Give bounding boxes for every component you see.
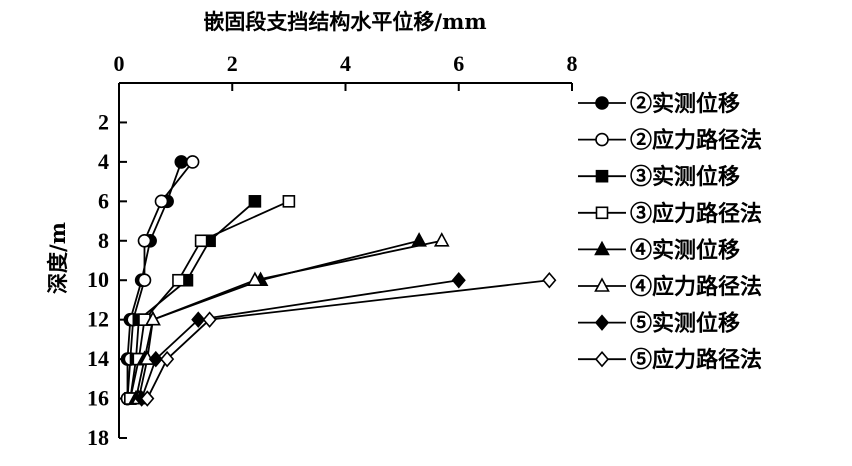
data-point	[594, 277, 610, 292]
data-point	[594, 240, 610, 256]
series-filled-diamond	[134, 271, 466, 407]
y-tick-label: 16	[87, 386, 109, 411]
y-tick-label: 12	[87, 307, 109, 332]
data-point	[154, 194, 169, 209]
y-tick-label: 4	[98, 149, 109, 174]
data-point	[595, 169, 609, 183]
data-point	[595, 206, 609, 220]
data-point	[140, 390, 155, 407]
legend-label: ②应力路径法	[630, 128, 762, 154]
data-point	[185, 155, 200, 169]
series-filled-triangle	[128, 232, 427, 405]
data-point	[595, 132, 609, 147]
data-point	[451, 271, 466, 289]
data-point	[174, 155, 189, 169]
legend-item: ④实测位移	[578, 237, 740, 263]
data-point	[172, 273, 185, 287]
legend-item: ②应力路径法	[578, 128, 762, 154]
y-tick-label: 2	[98, 109, 109, 134]
legend-label: ③实测位移	[630, 164, 740, 190]
data-point	[594, 350, 610, 368]
x-tick-label: 8	[567, 51, 578, 76]
data-point	[148, 350, 163, 368]
legend-item: ③应力路径法	[578, 201, 762, 227]
series-line	[146, 279, 550, 399]
x-axis-title: 嵌固段支挡结构水平位移/mm	[203, 9, 486, 34]
y-tick-label: 14	[87, 346, 109, 371]
y-axis-title: 深度/m	[45, 222, 70, 294]
legend-item: ③实测位移	[578, 164, 740, 190]
legend-label: ④应力路径法	[630, 274, 762, 300]
series-line	[140, 279, 459, 399]
y-tick-label: 18	[87, 425, 109, 450]
data-point	[145, 310, 161, 326]
data-point	[191, 311, 206, 328]
series-open-diamond	[140, 271, 557, 407]
x-tick-label: 0	[114, 51, 125, 76]
y-tick-label: 10	[87, 267, 109, 292]
x-tick-label: 4	[340, 51, 351, 76]
data-point	[194, 234, 208, 248]
series-open-triangle	[130, 232, 450, 405]
data-point	[247, 271, 263, 287]
legend-item: ⑤实测位移	[578, 311, 740, 337]
legend: ②实测位移 ②应力路径法 ③实测位移 ③应力路径法 ④实测位移 ④应力路径法 ⑤实测位移 ⑤应…	[578, 91, 762, 373]
y-tick-label: 8	[98, 228, 109, 253]
legend-label: ②实测位移	[630, 91, 740, 117]
legend-item: ⑤应力路径法	[578, 347, 762, 373]
legend-label: ④实测位移	[630, 237, 740, 263]
data-point	[202, 311, 217, 328]
series-line	[135, 239, 420, 399]
series-line	[129, 200, 290, 399]
data-point	[542, 271, 557, 289]
legend-label: ⑤实测位移	[630, 311, 740, 337]
data-point	[160, 350, 175, 368]
axes: 0 2 4 6 8 2 4 6 8 10 12 14 16 18	[87, 51, 578, 450]
legend-label: ③应力路径法	[630, 201, 762, 227]
data-point	[594, 314, 610, 331]
legend-item: ④应力路径法	[578, 274, 762, 300]
data-point	[433, 232, 450, 247]
data-point	[137, 233, 152, 248]
x-tick-label: 2	[227, 51, 238, 76]
data-point	[248, 195, 262, 208]
legend-label: ⑤应力路径法	[630, 347, 762, 373]
x-tick-label: 6	[453, 51, 464, 76]
legend-item: ②实测位移	[578, 91, 740, 117]
data-point	[137, 273, 152, 288]
data-point	[595, 96, 609, 110]
data-point	[282, 195, 296, 208]
plot-area	[120, 155, 557, 407]
series-line	[137, 239, 442, 399]
series-open-square	[124, 195, 296, 405]
y-tick-label: 6	[98, 188, 109, 213]
